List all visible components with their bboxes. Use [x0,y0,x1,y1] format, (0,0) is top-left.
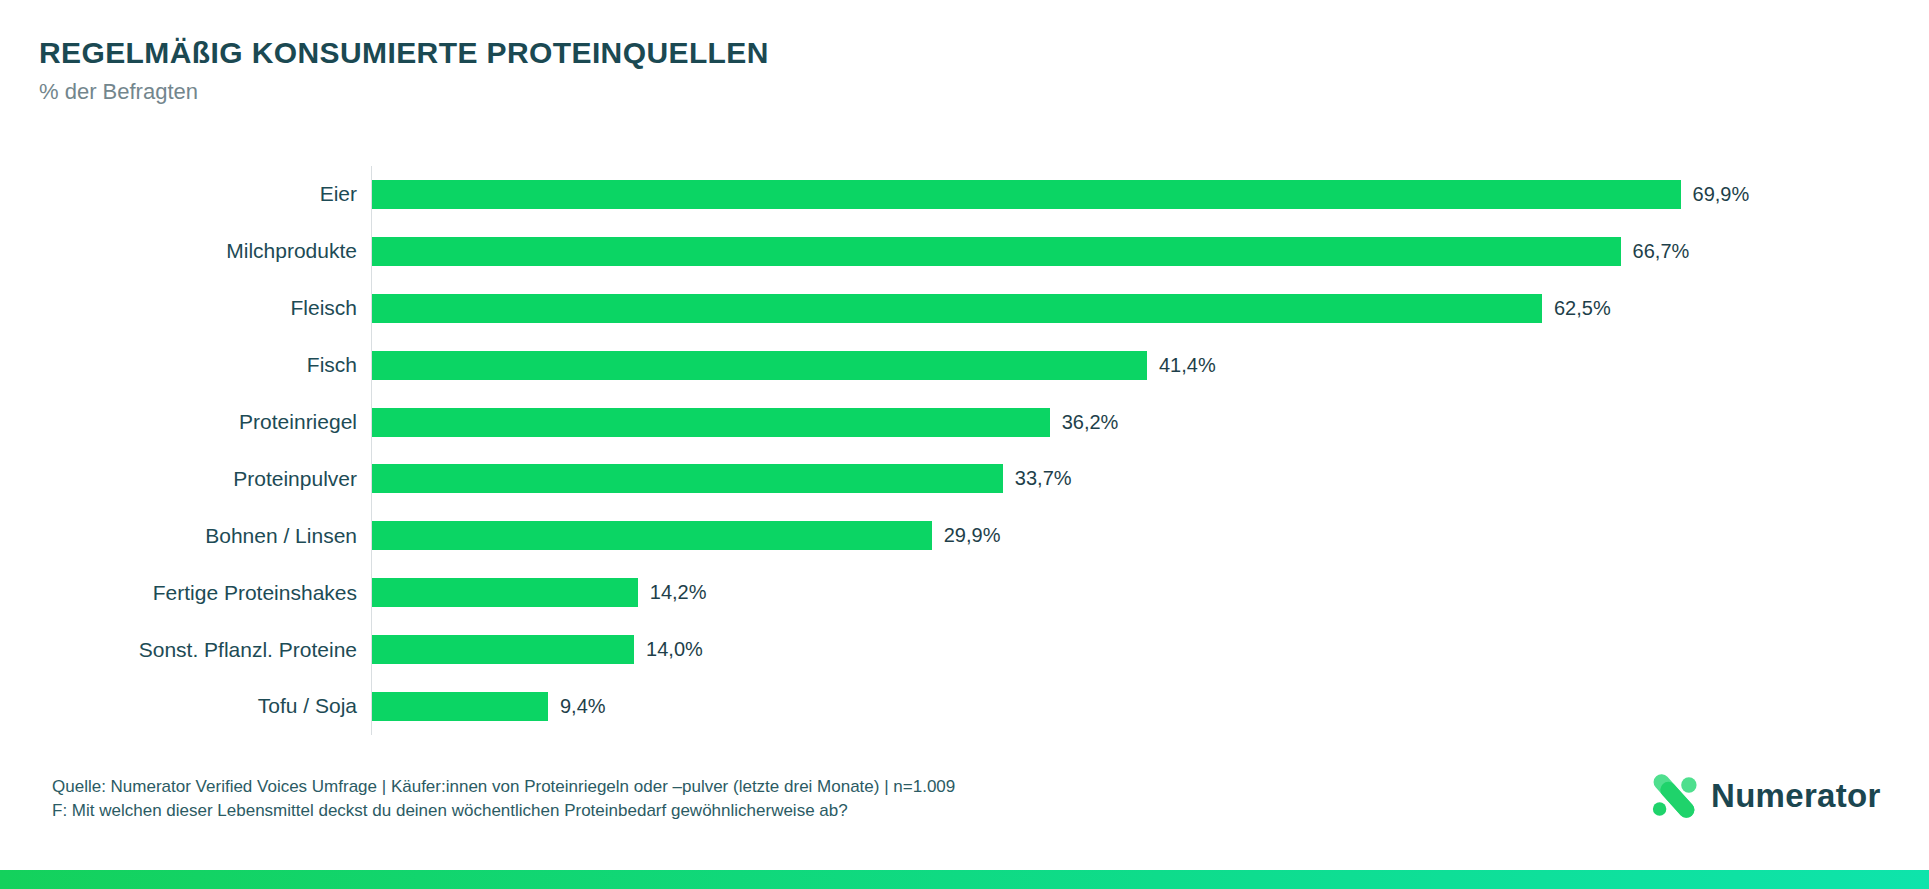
bar-track: 14,2% [357,578,1890,607]
bar-row: Tofu / Soja 9,4% [30,678,1890,735]
bar-track: 14,0% [357,635,1890,664]
bar-row: Milchprodukte 66,7% [30,223,1890,280]
bar-row: Fisch 41,4% [30,337,1890,394]
bar [372,578,638,607]
bar-row: Sonst. Pflanzl. Proteine 14,0% [30,621,1890,678]
category-label: Fisch [30,353,357,377]
bar [372,692,548,721]
chart-header: REGELMÄßIG KONSUMIERTE PROTEINQUELLEN % … [39,36,769,105]
value-label: 9,4% [560,695,606,718]
bar-row: Proteinriegel 36,2% [30,394,1890,451]
value-label: 36,2% [1062,411,1119,434]
numerator-n-icon [1650,772,1698,820]
bar [372,180,1681,209]
category-label: Milchprodukte [30,239,357,263]
bar-track: 66,7% [357,237,1890,266]
bar [372,521,932,550]
category-label: Proteinpulver [30,467,357,491]
category-label: Tofu / Soja [30,694,357,718]
bar [372,294,1542,323]
chart-title: REGELMÄßIG KONSUMIERTE PROTEINQUELLEN [39,36,769,70]
bar-track: 29,9% [357,521,1890,550]
value-label: 14,2% [650,581,707,604]
chart-subtitle: % der Befragten [39,79,769,105]
bar-row: Bohnen / Linsen 29,9% [30,507,1890,564]
value-label: 33,7% [1015,467,1072,490]
bottom-accent-bar [0,870,1929,889]
bar-track: 9,4% [357,692,1890,721]
source-line: Quelle: Numerator Verified Voices Umfrag… [52,775,955,799]
bar [372,464,1003,493]
value-label: 66,7% [1633,240,1690,263]
category-label: Sonst. Pflanzl. Proteine [30,638,357,662]
bar-track: 62,5% [357,294,1890,323]
footnote: Quelle: Numerator Verified Voices Umfrag… [52,775,955,823]
category-label: Proteinriegel [30,410,357,434]
bar-row: Fleisch 62,5% [30,280,1890,337]
bar-row: Eier 69,9% [30,166,1890,223]
numerator-logo: Numerator [1650,772,1881,820]
category-label: Fleisch [30,296,357,320]
value-label: 69,9% [1693,183,1750,206]
bar [372,408,1050,437]
bar-track: 69,9% [357,180,1890,209]
category-label: Bohnen / Linsen [30,524,357,548]
bar-track: 41,4% [357,351,1890,380]
value-label: 29,9% [944,524,1001,547]
category-label: Eier [30,182,357,206]
bar-row: Fertige Proteinshakes 14,2% [30,564,1890,621]
value-label: 62,5% [1554,297,1611,320]
bar-chart: Eier 69,9% Milchprodukte 66,7% Fleisch 6… [30,166,1890,735]
bar-track: 36,2% [357,408,1890,437]
value-label: 14,0% [646,638,703,661]
bar [372,351,1147,380]
infographic-page: REGELMÄßIG KONSUMIERTE PROTEINQUELLEN % … [0,0,1929,889]
numerator-logo-text: Numerator [1711,777,1881,815]
bar [372,237,1621,266]
bar [372,635,634,664]
bar-track: 33,7% [357,464,1890,493]
question-line: F: Mit welchen dieser Lebensmittel decks… [52,799,955,823]
category-label: Fertige Proteinshakes [30,581,357,605]
value-label: 41,4% [1159,354,1216,377]
bar-row: Proteinpulver 33,7% [30,450,1890,507]
bar-rows: Eier 69,9% Milchprodukte 66,7% Fleisch 6… [30,166,1890,735]
